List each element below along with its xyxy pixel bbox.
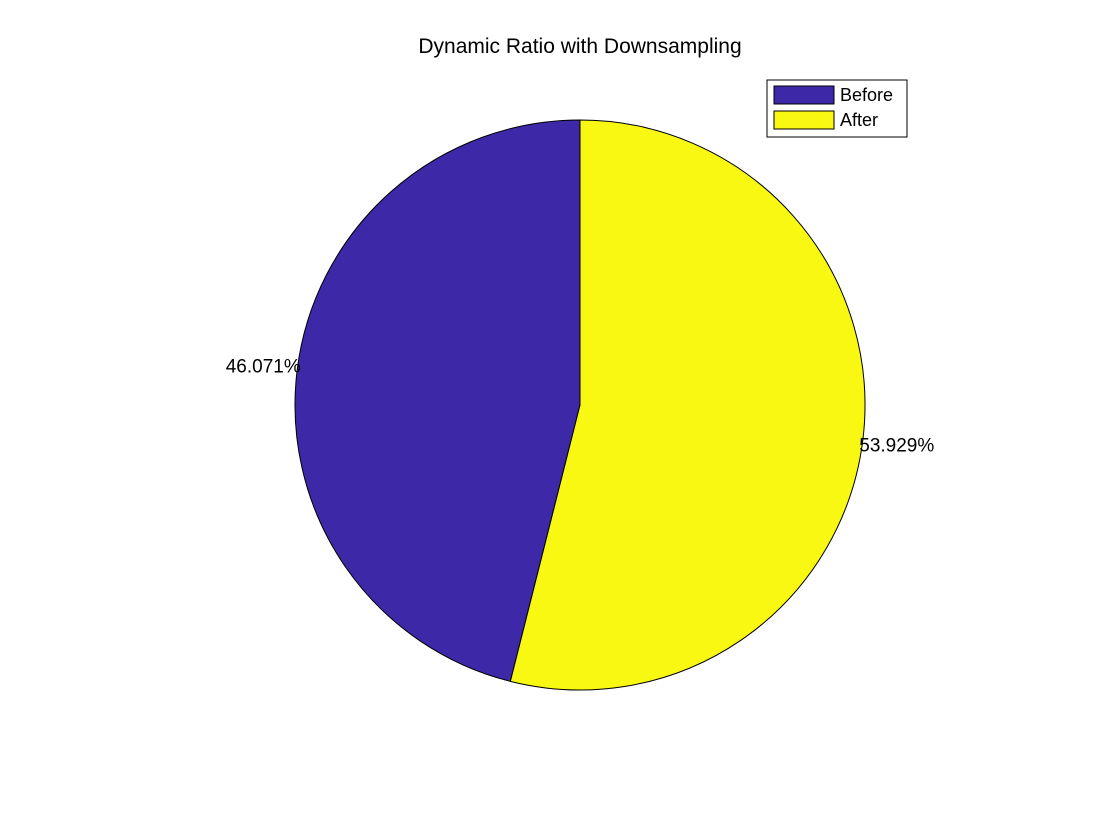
pie-slice-before	[294, 119, 581, 682]
chart-title: Dynamic Ratio with Downsampling	[418, 35, 741, 58]
slice-label-before: 46.071%	[226, 357, 301, 378]
legend-swatch-after	[773, 110, 835, 130]
legend: Before After	[766, 79, 908, 138]
legend-entries: Before After	[773, 85, 893, 130]
pie-slice-after	[509, 119, 866, 691]
legend-swatch-before	[773, 85, 835, 105]
legend-label-after: After	[840, 110, 878, 130]
slice-label-after: 53.929%	[859, 435, 934, 456]
pie-slice-labels: 46.071% 53.929%	[226, 357, 935, 457]
legend-label-before: Before	[840, 85, 893, 105]
pie-slices	[294, 119, 866, 691]
